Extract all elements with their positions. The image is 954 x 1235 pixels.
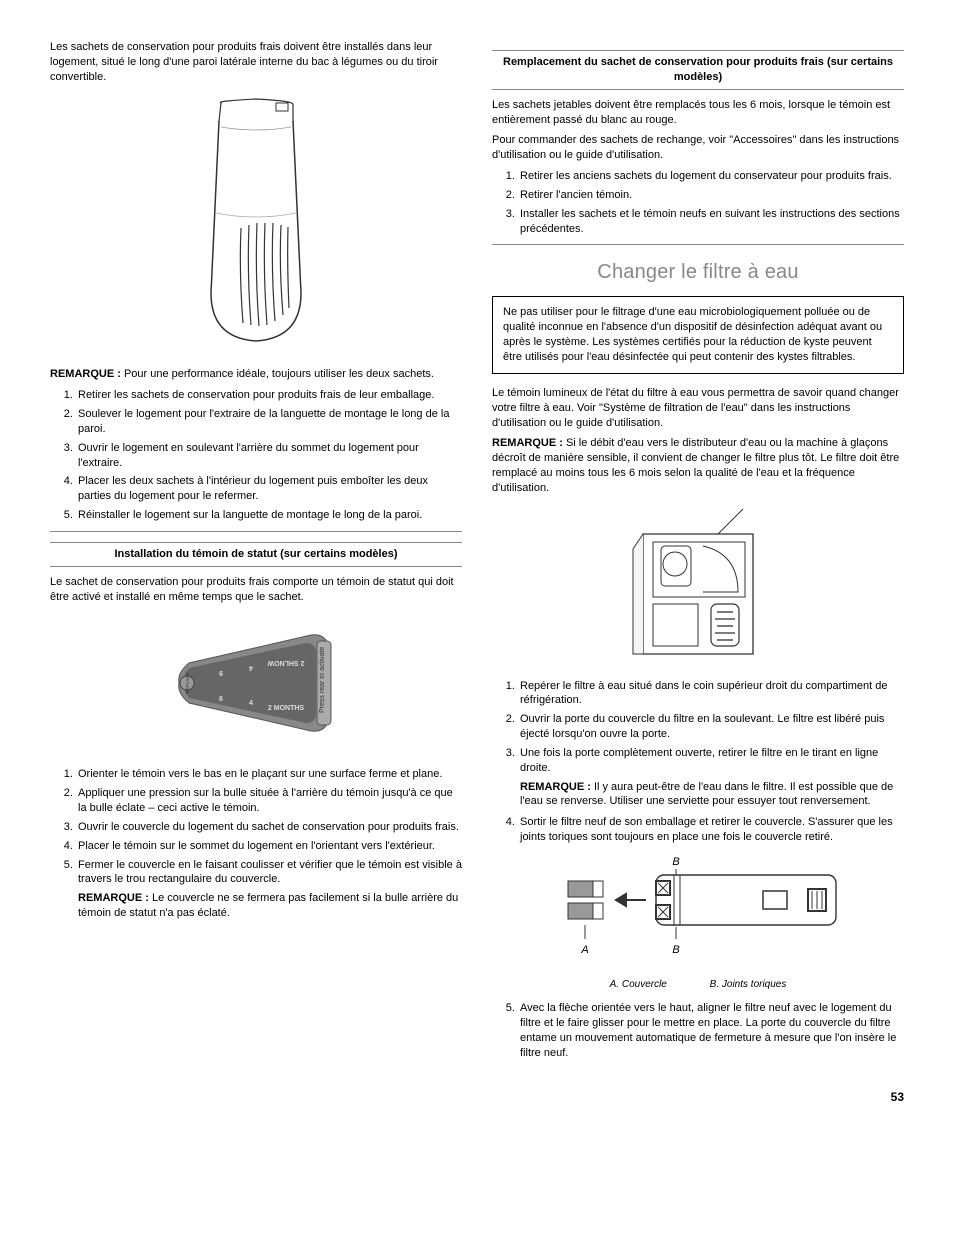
list-item: Ouvrir la porte du couvercle du filtre e… xyxy=(518,712,904,742)
sec2-p2: Pour commander des sachets de rechange, … xyxy=(492,133,904,163)
list-changer-filtre: Repérer le filtre à eau situé dans le co… xyxy=(492,679,904,845)
svg-text:B: B xyxy=(672,944,679,956)
p3: Le témoin lumineux de l'état du filtre à… xyxy=(492,386,904,431)
divider xyxy=(492,244,904,245)
list-changer-filtre-cont: Avec la flèche orientée vers le haut, al… xyxy=(492,1001,904,1060)
list-item: Réinstaller le logement sur la languette… xyxy=(76,508,462,523)
figure-filter-compartment xyxy=(492,504,904,669)
list-item: Retirer les sachets de conservation pour… xyxy=(76,388,462,403)
list-install-temoin: Orienter le témoin vers le bas en le pla… xyxy=(50,767,462,921)
list-item: Appliquer une pression sur la bulle situ… xyxy=(76,786,462,816)
list-item: Placer le témoin sur le sommet du logeme… xyxy=(76,839,462,854)
svg-text:9: 9 xyxy=(219,669,223,676)
svg-text:Press rear to activate: Press rear to activate xyxy=(319,646,326,712)
list-item: Fermer le couvercle en le faisant coulis… xyxy=(76,858,462,921)
figure-filter-cartridge: B xyxy=(492,853,904,968)
svg-text:B: B xyxy=(672,856,679,868)
remarque-p4: REMARQUE : Si le débit d'eau vers le dis… xyxy=(492,436,904,495)
svg-text:2 SHLNOW: 2 SHLNOW xyxy=(267,659,304,666)
list-item: Placer les deux sachets à l'intérieur du… xyxy=(76,474,462,504)
svg-text:REPLACE: REPLACE xyxy=(185,672,190,693)
list-item: Retirer l'ancien témoin. xyxy=(518,188,904,203)
list-item: Orienter le témoin vers le bas en le pla… xyxy=(76,767,462,782)
svg-text:2 MONTHS: 2 MONTHS xyxy=(268,705,305,712)
svg-text:A: A xyxy=(580,944,588,956)
list-item: Ouvrir le couvercle du logement du sache… xyxy=(76,820,462,835)
figure-housing xyxy=(50,93,462,358)
svg-text:4: 4 xyxy=(249,700,253,707)
remarque-1: REMARQUE : Pour une performance idéale, … xyxy=(50,367,462,382)
list-item: Sortir le filtre neuf de son emballage e… xyxy=(518,815,904,845)
figure-caption: A. Couvercle B. Joints toriques xyxy=(492,978,904,992)
list-install-sachets: Retirer les sachets de conservation pour… xyxy=(50,388,462,523)
svg-text:6: 6 xyxy=(219,696,223,703)
intro-text: Les sachets de conservation pour produit… xyxy=(50,40,462,85)
warning-box: Ne pas utiliser pour le filtrage d'une e… xyxy=(492,296,904,373)
list-remplacement: Retirer les anciens sachets du logement … xyxy=(492,169,904,236)
divider xyxy=(50,531,462,532)
heading-changer-filtre: Changer le filtre à eau xyxy=(492,259,904,286)
figure-indicator: Press rear to activate 9 4 2 SHLNOW 6 4 … xyxy=(50,613,462,758)
list-item: Retirer les anciens sachets du logement … xyxy=(518,169,904,184)
list-item: Ouvrir le logement en soulevant l'arrièr… xyxy=(76,441,462,471)
list-item: Avec la flèche orientée vers le haut, al… xyxy=(518,1001,904,1060)
section-head-temoin: Installation du témoin de statut (sur ce… xyxy=(50,542,462,567)
list-item: Installer les sachets et le témoin neufs… xyxy=(518,207,904,237)
sec2-p1: Les sachets jetables doivent être rempla… xyxy=(492,98,904,128)
list-item: Soulever le logement pour l'extraire de … xyxy=(76,407,462,437)
section-head-remplacement: Remplacement du sachet de conservation p… xyxy=(492,50,904,90)
sec1-intro: Le sachet de conservation pour produits … xyxy=(50,575,462,605)
list-item: Repérer le filtre à eau situé dans le co… xyxy=(518,679,904,709)
page-number: 53 xyxy=(50,1089,904,1105)
svg-text:4: 4 xyxy=(249,664,253,671)
list-item: Une fois la porte complètement ouverte, … xyxy=(518,746,904,809)
